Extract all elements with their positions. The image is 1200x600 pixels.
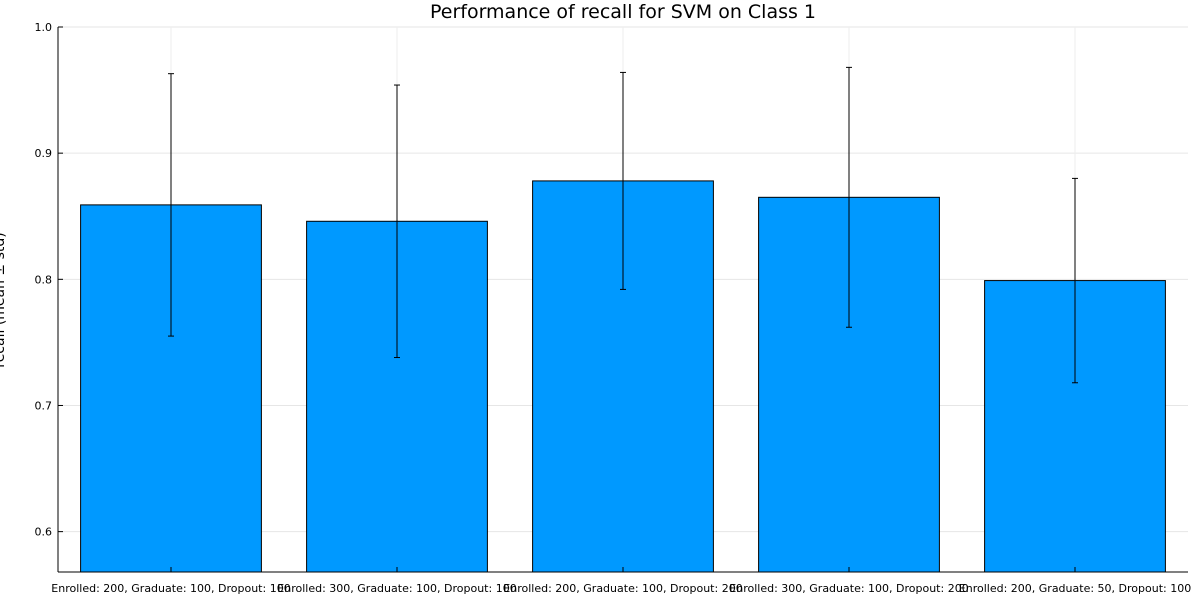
- y-axis-label: recall (mean ± std): [0, 232, 8, 368]
- error-bars: [168, 66, 1078, 384]
- chart-title: Performance of recall for SVM on Class 1: [430, 1, 816, 23]
- y-tick-labels: 0.6 0.7 0.8 0.9 1.0: [35, 21, 53, 539]
- axes: [57, 26, 1188, 573]
- x-tick-labels: Enrolled: 200, Graduate: 100, Dropout: 1…: [51, 582, 1191, 595]
- x-tick-label: Enrolled: 300, Graduate: 100, Dropout: 2…: [729, 582, 968, 595]
- x-tick-label: Enrolled: 200, Graduate: 100, Dropout: 1…: [51, 582, 290, 595]
- y-tick-label: 0.9: [35, 147, 53, 160]
- y-tick-label: 1.0: [35, 21, 53, 34]
- x-tick-label: Enrolled: 200, Graduate: 100, Dropout: 2…: [503, 582, 742, 595]
- x-tick-label: Enrolled: 300, Graduate: 100, Dropout: 1…: [277, 582, 516, 595]
- x-tick-label: Enrolled: 200, Graduate: 50, Dropout: 10…: [959, 582, 1191, 595]
- y-tick-label: 0.8: [35, 273, 53, 286]
- y-tick-label: 0.6: [35, 526, 53, 539]
- y-tick-label: 0.7: [35, 399, 53, 412]
